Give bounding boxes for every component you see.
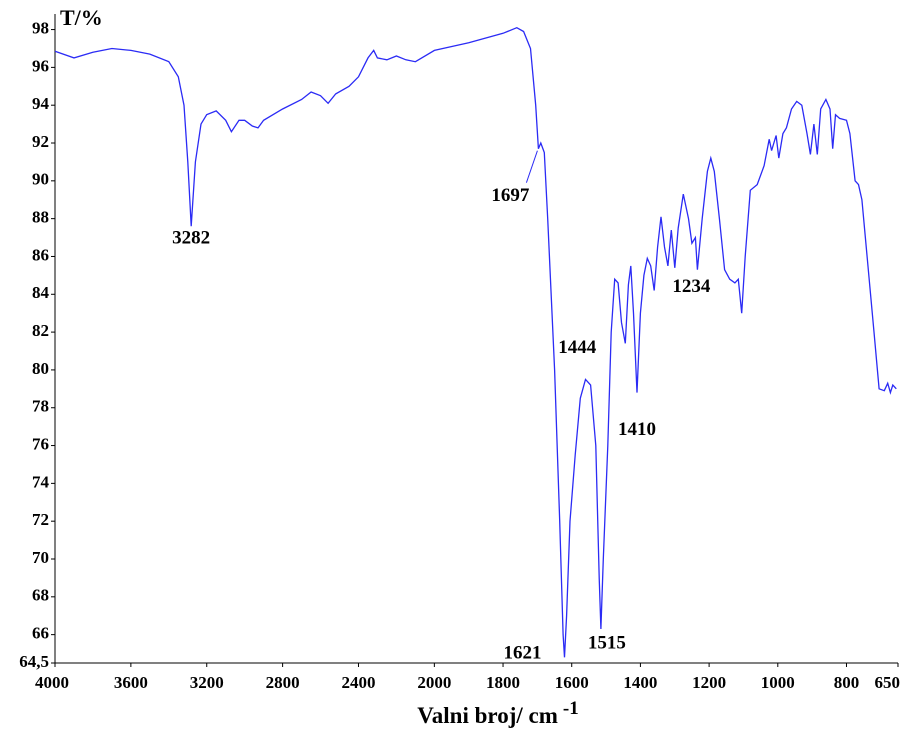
y-tick-label: 98 bbox=[32, 18, 49, 37]
y-axis-label: T/% bbox=[60, 5, 103, 30]
spectrum-line bbox=[54, 26, 897, 658]
peak-label: 3282 bbox=[172, 228, 210, 249]
y-tick-label: 88 bbox=[32, 208, 49, 227]
y-tick-label: 72 bbox=[32, 510, 49, 529]
x-tick-label: 800 bbox=[834, 673, 860, 692]
y-tick-label: 76 bbox=[32, 434, 49, 453]
x-tick-label: 1600 bbox=[555, 673, 589, 692]
y-tick-label: 74 bbox=[32, 472, 50, 491]
peak-label: 1234 bbox=[672, 276, 711, 297]
x-tick-label: 1000 bbox=[761, 673, 795, 692]
x-tick-label: 2000 bbox=[417, 673, 451, 692]
x-tick-label: 1800 bbox=[486, 673, 520, 692]
x-tick-label: 2800 bbox=[266, 673, 300, 692]
peak-label: 1410 bbox=[618, 419, 656, 440]
x-axis-label: Valni broj/ cm -1 bbox=[417, 698, 578, 728]
peak-label: 1697 bbox=[491, 185, 530, 206]
peak-label: 1621 bbox=[504, 643, 542, 664]
y-tick-label: 92 bbox=[32, 132, 49, 151]
x-tick-label: 3600 bbox=[114, 673, 148, 692]
peak-leader bbox=[525, 150, 538, 183]
y-tick-label: 66 bbox=[32, 624, 49, 643]
y-tick-label: 86 bbox=[32, 245, 49, 264]
y-tick-label: 64,5 bbox=[19, 652, 49, 671]
x-tick-label: 1400 bbox=[623, 673, 657, 692]
x-tick-label: 2400 bbox=[341, 673, 375, 692]
x-tick-label: 650 bbox=[875, 673, 901, 692]
y-tick-label: 68 bbox=[32, 586, 49, 605]
y-tick-label: 82 bbox=[32, 321, 49, 340]
x-axis-label-superscript: -1 bbox=[563, 698, 579, 719]
y-tick-label: 84 bbox=[32, 283, 50, 302]
x-axis-label-main: Valni broj/ cm bbox=[417, 703, 558, 728]
x-tick-label: 1200 bbox=[692, 673, 726, 692]
y-tick-label: 78 bbox=[32, 397, 49, 416]
peak-label: 1444 bbox=[558, 337, 597, 358]
y-tick-label: 94 bbox=[32, 94, 50, 113]
x-tick-label: 3200 bbox=[190, 673, 224, 692]
x-tick-label: 4000 bbox=[35, 673, 69, 692]
y-tick-label: 80 bbox=[32, 359, 49, 378]
y-tick-label: 70 bbox=[32, 548, 49, 567]
y-tick-label: 90 bbox=[32, 170, 49, 189]
peak-label: 1515 bbox=[588, 632, 626, 653]
y-tick-label: 96 bbox=[32, 56, 49, 75]
